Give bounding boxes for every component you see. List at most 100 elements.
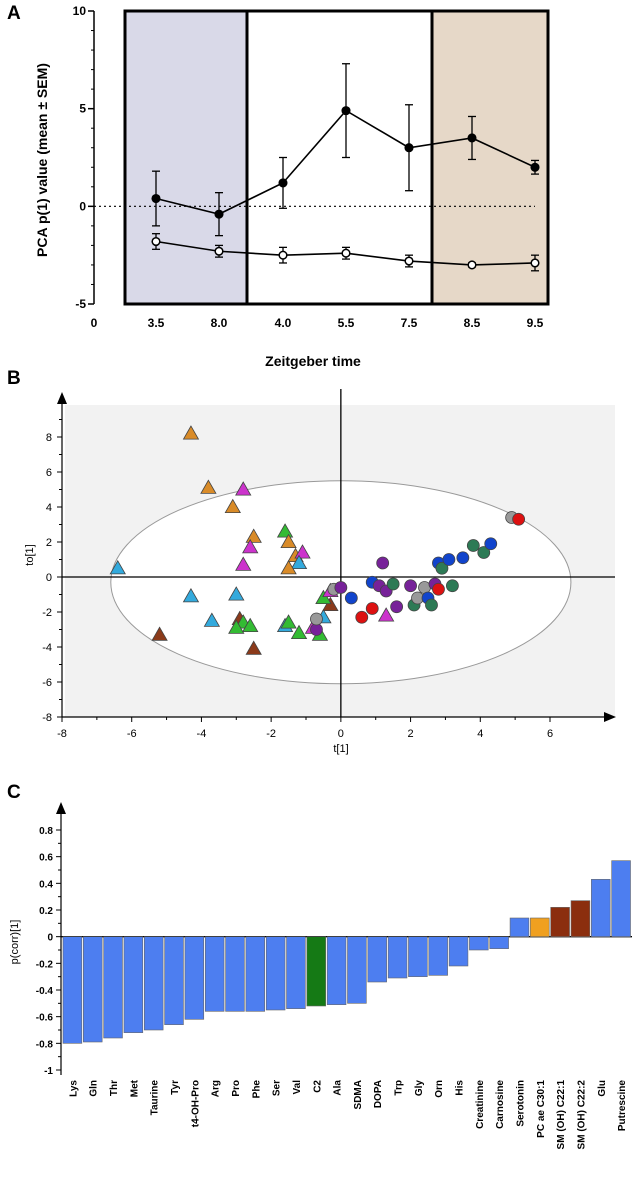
panel-c-category-label: Arg — [211, 1080, 222, 1097]
panel-a-x-tick-label: 3.5 — [148, 316, 165, 330]
panel-b-circle-point — [344, 591, 358, 605]
panel-b-circle-point — [376, 556, 390, 570]
panel-b-points — [109, 425, 526, 655]
panel-a-point-open — [404, 256, 414, 266]
panel-b-triangle-point — [203, 612, 221, 627]
panel-a-y-tick-label: -5 — [75, 297, 86, 311]
panel-c-bar — [448, 936, 469, 967]
panel-a-axis: 10 5 0 -5 3.5 8.0 4.0 5.5 7.5 8.5 9.5 — [73, 4, 544, 330]
panel-c-category-label: Gln — [89, 1080, 100, 1097]
panel-c-ylabel: p(corr)[1] — [9, 920, 21, 965]
panel-b-triangle-point — [200, 479, 217, 494]
panel-a-x-tick-label: 5.5 — [338, 316, 355, 330]
panel-c-bar — [164, 936, 184, 1025]
panel-a-letter: A — [7, 3, 21, 24]
panel-c-category-label: SM (OH) C22:1 — [556, 1080, 567, 1150]
panel-c-category-label: SM (OH) C22:2 — [576, 1080, 587, 1150]
panel-a-point-filled — [151, 193, 161, 204]
panel-b-triangle-point — [242, 538, 259, 554]
panel-c-y-tick-label: 0.6 — [39, 853, 53, 864]
panel-b-circle-point — [445, 579, 459, 593]
panel-b-circle-point — [404, 579, 417, 593]
panel-b-x-tick-label: -4 — [197, 728, 207, 740]
panel-b-circle-point — [435, 561, 449, 575]
panel-b-circle-point — [466, 539, 480, 552]
panel-a-point-filled — [530, 162, 540, 172]
panel-a-region-frames — [123, 9, 550, 306]
panel-b-triangle-point — [245, 528, 262, 543]
panel-a-point-open — [151, 236, 161, 247]
panel-a-point-filled — [341, 106, 351, 116]
panel-a-point-open — [530, 258, 540, 268]
panel-c-category-labels: Lys Gln Thr Met Taurine Tyr t4-OH-Pro Arg Pro Phe… — [68, 1079, 628, 1149]
panel-b-x-tick-label: 6 — [547, 728, 553, 740]
panel-a-shaded-region — [125, 11, 247, 304]
panel-b-circle-point — [512, 512, 526, 526]
panel-b-axis: -8 -6 -4 -2 0 2 4 6 8 6 4 2 0 -2 -4 -6 -8 — [42, 389, 616, 740]
panel-b-triangle-point — [377, 607, 395, 622]
panel-b-y-tick-label: 8 — [46, 432, 52, 444]
panel-c-category-label: Val — [292, 1080, 303, 1095]
panel-a-shaded-regions — [125, 11, 548, 304]
panel-c-bar — [428, 936, 448, 976]
panel-b-triangle-point — [182, 587, 200, 603]
panel-c-bar — [550, 907, 570, 937]
panel-c-category-label: Thr — [109, 1080, 120, 1096]
panel-b-circle-point — [456, 551, 470, 565]
panel-b-triangle-point — [182, 425, 200, 440]
panel-c-bar — [245, 936, 266, 1012]
panel-c-y-tick-label: 0 — [47, 933, 53, 944]
panel-a-point-filled — [278, 178, 288, 188]
panel-c-category-label: Met — [129, 1079, 140, 1097]
panel-c-bar — [591, 879, 611, 937]
panel-c-category-label: His — [455, 1080, 466, 1096]
panel-b-y-arrow — [57, 392, 67, 404]
panel-b-circle-point — [365, 602, 379, 615]
panel-b-x-tick-label: 0 — [338, 728, 344, 740]
panel-b-y-tick-label: 0 — [46, 572, 52, 584]
panel-c-bar — [204, 936, 225, 1012]
panel-c-bars — [62, 860, 631, 1044]
panel-b-y-tick-label: 4 — [46, 502, 52, 514]
panel-b-y-tick-label: -8 — [42, 712, 52, 724]
panel-b-triangle-point — [280, 614, 297, 629]
panel-b-y-tick-label: -4 — [42, 642, 52, 654]
panel-b-circle-point — [484, 537, 498, 551]
panel-c-category-label: Gly — [414, 1080, 425, 1097]
panel-b-x-tick-label: 2 — [408, 728, 414, 740]
panel-c-bar — [184, 936, 205, 1020]
panel-c-letter: C — [7, 782, 21, 803]
panel-a-point-open — [341, 248, 351, 258]
panel-c-category-label: Phe — [251, 1080, 262, 1099]
panel-a-region-frame — [430, 9, 550, 306]
panel-b: B to[1] t[1] -8 -6 -4 -2 0 2 4 6 8 6 4 2 0 -2 -4 -6 -8 — [7, 368, 616, 755]
panel-a-x-tick-label: 9.5 — [527, 316, 544, 330]
panel-c-bar — [570, 900, 591, 937]
panel-c-category-label: Trp — [394, 1080, 405, 1096]
panel-c-category-label: Glu — [597, 1080, 608, 1097]
panel-a-point-filled — [467, 133, 477, 143]
panel-c-bar — [62, 936, 83, 1044]
panel-a-x-zero: 0 — [91, 316, 98, 330]
panel-c-category-label: PC ae C30:1 — [536, 1080, 547, 1138]
panel-b-circle-point — [425, 598, 438, 612]
panel-b-triangle-point — [315, 589, 332, 605]
panel-c-category-label: Putrescine — [617, 1080, 628, 1132]
panel-c-y-tick-label: 0.4 — [39, 879, 53, 890]
panel-c-bar — [225, 936, 245, 1012]
panel-b-triangle-point — [235, 481, 252, 496]
panel-b-triangle-point — [151, 626, 168, 641]
panel-b-circle-point — [334, 581, 348, 594]
panel-c-category-label: DOPA — [373, 1080, 384, 1108]
panel-b-triangle-point — [280, 559, 297, 575]
panel-c-bar — [265, 936, 286, 1011]
panel-b-triangle-point — [245, 640, 262, 655]
panel-b-triangle-point — [276, 523, 294, 538]
panel-c-bar — [306, 936, 326, 1007]
panel-c-bar — [469, 936, 489, 951]
panel-c-bar — [530, 917, 550, 937]
panel-a-point-open — [467, 260, 477, 270]
panel-c-bar — [387, 936, 408, 979]
panel-b-x-tick-label: -6 — [127, 728, 137, 740]
